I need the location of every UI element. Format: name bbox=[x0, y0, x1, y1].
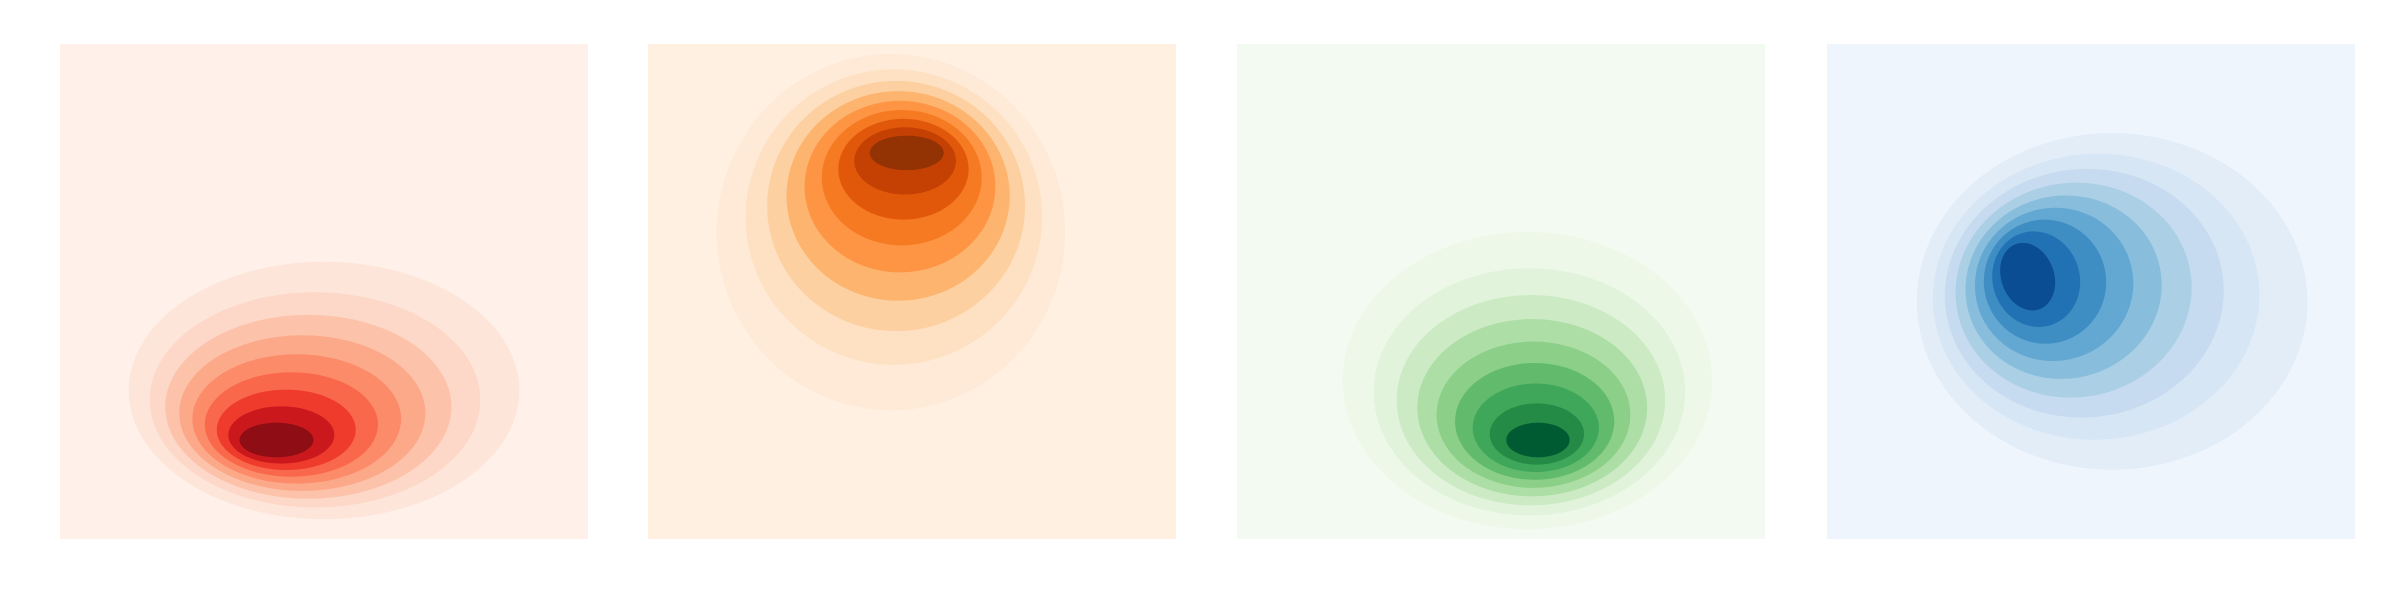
kde-panel bbox=[1827, 44, 2355, 539]
contour-band bbox=[239, 422, 314, 458]
contour-band bbox=[869, 135, 944, 171]
kde-panel bbox=[60, 44, 588, 539]
kde-panel bbox=[1237, 44, 1765, 539]
contour-band bbox=[2000, 242, 2056, 311]
kde-panel bbox=[648, 44, 1176, 539]
contour-band bbox=[1506, 422, 1570, 458]
